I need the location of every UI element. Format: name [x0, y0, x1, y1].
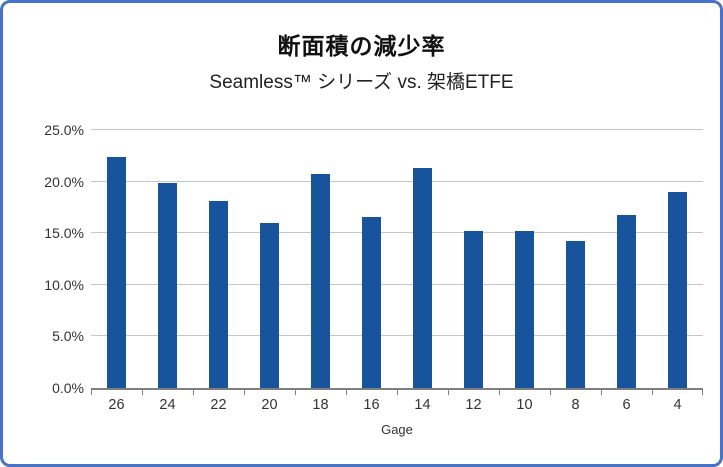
x-axis-tick — [346, 390, 347, 395]
bar-gage-4 — [668, 191, 687, 388]
x-tick-label: 18 — [312, 397, 329, 413]
bar-gage-6 — [617, 214, 636, 388]
gridline — [91, 283, 703, 285]
x-axis-tick — [295, 390, 296, 395]
x-axis-tick — [652, 390, 653, 395]
x-axis-tick — [193, 390, 194, 395]
y-tick-label: 20.0% — [44, 173, 84, 190]
x-tick-label: 8 — [571, 397, 580, 413]
bar-gage-20 — [260, 222, 279, 388]
x-axis-tick — [499, 390, 500, 395]
chart-title: 断面積の減少率 — [277, 33, 446, 59]
bar-gage-24 — [158, 182, 177, 388]
x-axis-tick — [702, 390, 703, 395]
y-axis-labels: 0.0% 5.0% 10.0% 15.0% 20.0% 25.0% — [3, 3, 84, 464]
x-axis-tick — [550, 390, 551, 395]
bar-gage-18 — [311, 174, 330, 388]
gridline — [91, 180, 703, 182]
y-tick-label: 15.0% — [44, 225, 84, 242]
y-tick-label: 0.0% — [52, 380, 84, 396]
bar-gage-26 — [107, 156, 126, 388]
gridline — [91, 129, 703, 130]
x-tick-label: 12 — [465, 397, 482, 413]
bar-gage-8 — [566, 241, 585, 388]
x-axis-tick — [244, 390, 245, 395]
gridline — [91, 335, 703, 337]
x-axis-labels: 26 24 22 20 18 16 14 12 10 8 6 4 — [91, 390, 703, 416]
x-tick-label: 20 — [261, 397, 278, 413]
plot-area — [91, 129, 703, 390]
chart-subtitle: Seamless™ シリーズ vs. 架橋ETFE — [209, 72, 514, 93]
x-tick-label: 22 — [210, 397, 227, 413]
x-axis-tick — [397, 390, 398, 395]
gridline — [91, 232, 703, 234]
y-tick-label: 25.0% — [44, 122, 84, 138]
x-axis-tick — [91, 390, 92, 395]
bar-gage-16 — [362, 216, 381, 388]
bar-gage-12 — [464, 231, 483, 388]
y-tick-label: 10.0% — [44, 276, 84, 293]
y-tick-label: 5.0% — [52, 328, 84, 345]
bar-gage-10 — [515, 231, 534, 388]
x-axis-tick — [448, 390, 449, 395]
x-tick-label: 6 — [622, 397, 631, 413]
x-tick-label: 14 — [414, 397, 431, 413]
x-tick-label: 4 — [673, 397, 682, 413]
x-tick-label: 26 — [108, 397, 125, 413]
bar-gage-22 — [209, 201, 228, 388]
bar-gage-14 — [413, 168, 432, 388]
x-tick-label: 10 — [516, 397, 533, 413]
x-axis-tick — [601, 390, 602, 395]
x-axis-tick — [142, 390, 143, 395]
x-axis-title: Gage — [381, 422, 413, 437]
x-tick-label: 24 — [159, 397, 176, 413]
x-tick-label: 16 — [363, 397, 380, 413]
